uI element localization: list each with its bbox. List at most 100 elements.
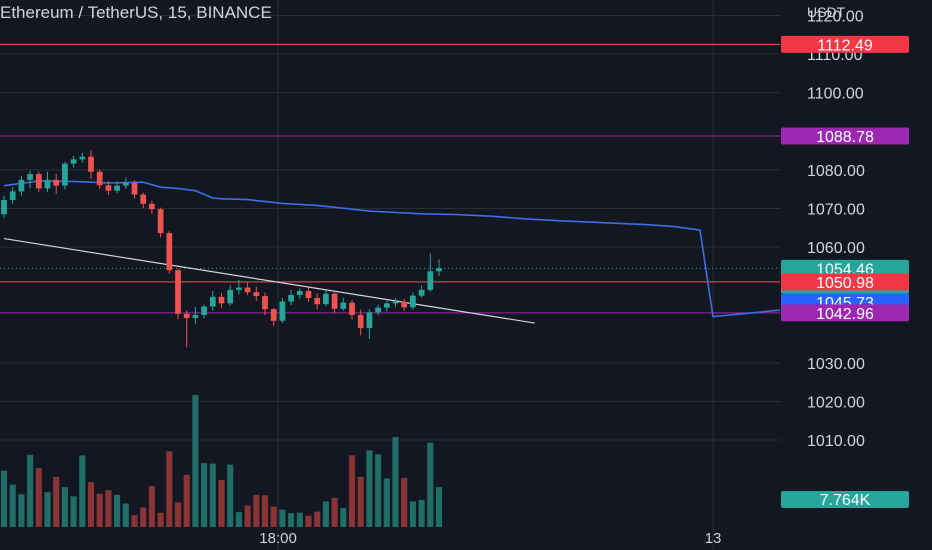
candle-body xyxy=(35,174,42,189)
price-tag xyxy=(781,304,909,322)
candle-body xyxy=(253,292,260,297)
volume-bar xyxy=(201,463,208,527)
volume-bar xyxy=(305,515,312,527)
candle-body xyxy=(436,268,442,272)
candle-body xyxy=(323,293,329,305)
candle-body xyxy=(375,307,381,313)
candle-body xyxy=(288,294,294,302)
volume-bar xyxy=(235,512,242,527)
x-tick-label: 18:00 xyxy=(259,530,297,547)
candle-body xyxy=(383,303,390,308)
candle-body xyxy=(296,291,303,295)
volume-bar xyxy=(53,476,60,527)
candle-body xyxy=(157,209,164,234)
y-tick-label: 1080.00 xyxy=(807,163,865,180)
volume-bar xyxy=(96,493,103,527)
candle-body xyxy=(27,174,33,180)
candle-body xyxy=(44,179,51,189)
volume-bar xyxy=(366,450,373,527)
volume-bar xyxy=(61,487,68,527)
chart-title: Ethereum / TetherUS, 15, BINANCE xyxy=(0,3,272,22)
volume-bar xyxy=(288,513,295,527)
volume-bar xyxy=(279,509,286,527)
candle-body xyxy=(357,314,364,329)
price-tag xyxy=(781,35,909,53)
price-tag-label: 1042.96 xyxy=(816,306,874,323)
candle-body xyxy=(96,171,103,186)
volume-bar xyxy=(331,497,338,527)
volume-bar xyxy=(218,479,225,527)
volume-bar xyxy=(409,501,416,527)
candle-body xyxy=(79,156,86,160)
volume-bar xyxy=(244,505,251,527)
candle-body xyxy=(305,291,312,298)
candle-body xyxy=(70,159,77,164)
candle-body xyxy=(244,287,251,293)
price-tags: 1112.491088.781054.4604:121050.981045.73… xyxy=(781,35,909,509)
candle-body xyxy=(418,289,425,296)
volume-bar xyxy=(131,515,138,527)
y-tick-label: 1070.00 xyxy=(807,201,865,218)
volume-bar xyxy=(348,455,356,527)
candle-body xyxy=(18,179,25,192)
candle-body xyxy=(9,191,16,200)
volume-bar xyxy=(166,451,173,527)
volume-bar xyxy=(418,499,425,527)
time-axis[interactable]: 18:001306:00 xyxy=(259,530,932,547)
candle-body xyxy=(270,309,277,321)
volume-bar xyxy=(87,481,95,527)
candle-body xyxy=(140,194,147,204)
y-tick-label: 1100.00 xyxy=(807,86,864,103)
y-tick-label: 1030.00 xyxy=(807,356,865,373)
candle-body xyxy=(88,156,94,172)
volume-bar xyxy=(296,512,303,527)
candle-body xyxy=(105,185,112,191)
horizontal-levels[interactable] xyxy=(0,43,780,314)
volume-bar xyxy=(401,477,408,527)
currency-label: USDT xyxy=(807,4,846,20)
candle-body xyxy=(314,297,321,305)
candle-body xyxy=(427,271,434,290)
volume-bar xyxy=(148,486,155,527)
volume-bar xyxy=(79,455,86,527)
price-tag xyxy=(781,127,909,145)
volume-bar xyxy=(192,395,199,527)
y-tick-label: 1060.00 xyxy=(807,240,865,257)
moving-average-line xyxy=(3,180,875,318)
volume-bar xyxy=(261,495,269,527)
volume-bar xyxy=(174,502,182,527)
volume-bar xyxy=(427,442,434,527)
candle-body xyxy=(410,295,416,308)
volume-bar xyxy=(140,507,147,527)
volume-bar xyxy=(435,487,443,527)
volume-bar xyxy=(9,484,16,527)
volume-bar xyxy=(35,468,42,527)
volume-bars xyxy=(0,395,443,527)
candle-body xyxy=(209,296,216,307)
volume-bar xyxy=(392,436,399,527)
volume-bar xyxy=(314,511,321,527)
candle-body xyxy=(366,312,373,329)
candle-body xyxy=(279,301,286,321)
candle-body xyxy=(201,306,207,315)
candle-body xyxy=(166,233,173,271)
volume-tag-label: 7.764K xyxy=(820,492,871,509)
candle-body xyxy=(175,270,181,314)
candle-body xyxy=(401,301,408,308)
candle-body xyxy=(331,293,338,309)
y-tick-label: 1010.00 xyxy=(807,433,865,450)
x-tick-label: 13 xyxy=(705,530,722,547)
trend-line[interactable] xyxy=(3,237,535,324)
candle-body xyxy=(262,296,268,310)
y-tick-label: 1120.00 xyxy=(807,8,864,25)
volume-bar xyxy=(340,508,347,527)
volume-bar xyxy=(122,503,129,527)
volume-bar xyxy=(183,474,190,527)
price-tag-label: 1050.98 xyxy=(816,275,874,292)
candle-body xyxy=(392,301,399,304)
volume-bar xyxy=(105,490,112,527)
candle-body xyxy=(53,179,60,186)
volume-bar xyxy=(375,454,382,527)
